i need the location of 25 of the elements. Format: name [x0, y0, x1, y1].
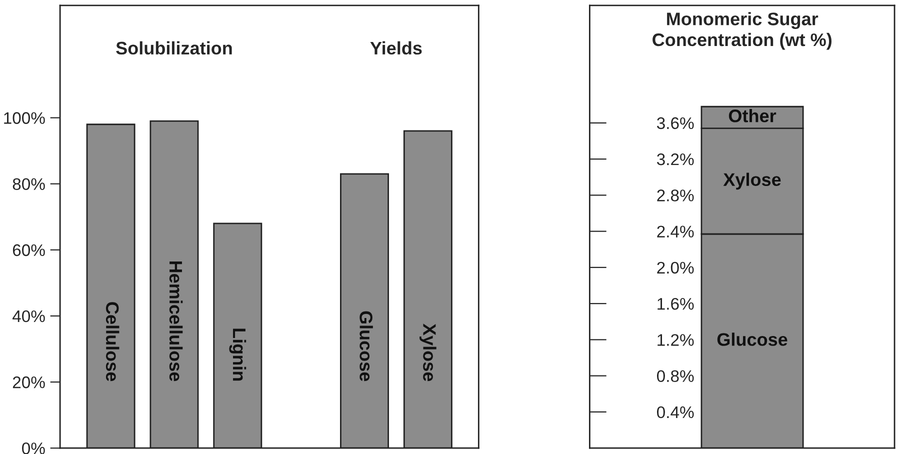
y-tick-label: 0.4%	[657, 406, 694, 418]
x-tick-label: Xylose	[420, 324, 436, 382]
y-tick-label: 100%	[4, 112, 45, 124]
x-tick-label: Hemicellulose	[169, 261, 183, 382]
y-tick-label: 2.0%	[657, 262, 694, 274]
y-tick-label: 0.8%	[657, 370, 694, 382]
y-tick-label: 2.8%	[657, 190, 694, 202]
y-tick-label: 20%	[12, 376, 45, 388]
y-tick-label: 1.6%	[658, 298, 694, 310]
series-label: Other	[728, 109, 776, 122]
text: Monomeric Sugar Concentration (wt %)	[652, 12, 832, 50]
x-tick-label: Cellulose	[106, 302, 120, 382]
series-label: Xylose	[723, 172, 781, 190]
x-tick-label: Glucose	[360, 311, 373, 382]
x-tick-label: Lignin	[229, 328, 246, 381]
y-tick-label: 0%	[22, 442, 45, 454]
y-tick-label: 3.2%	[656, 153, 694, 166]
annotation: Yields	[370, 41, 422, 55]
y-tick-label: 40%	[12, 310, 45, 322]
annotation: Solubilization	[116, 41, 232, 55]
y-tick-label: 60%	[12, 244, 45, 256]
y-tick-label: 80%	[12, 178, 45, 190]
y-tick-label: 3.6%	[656, 117, 694, 130]
y-tick-label: 2.4%	[657, 226, 694, 238]
y-tick-label: 1.2%	[658, 334, 694, 346]
